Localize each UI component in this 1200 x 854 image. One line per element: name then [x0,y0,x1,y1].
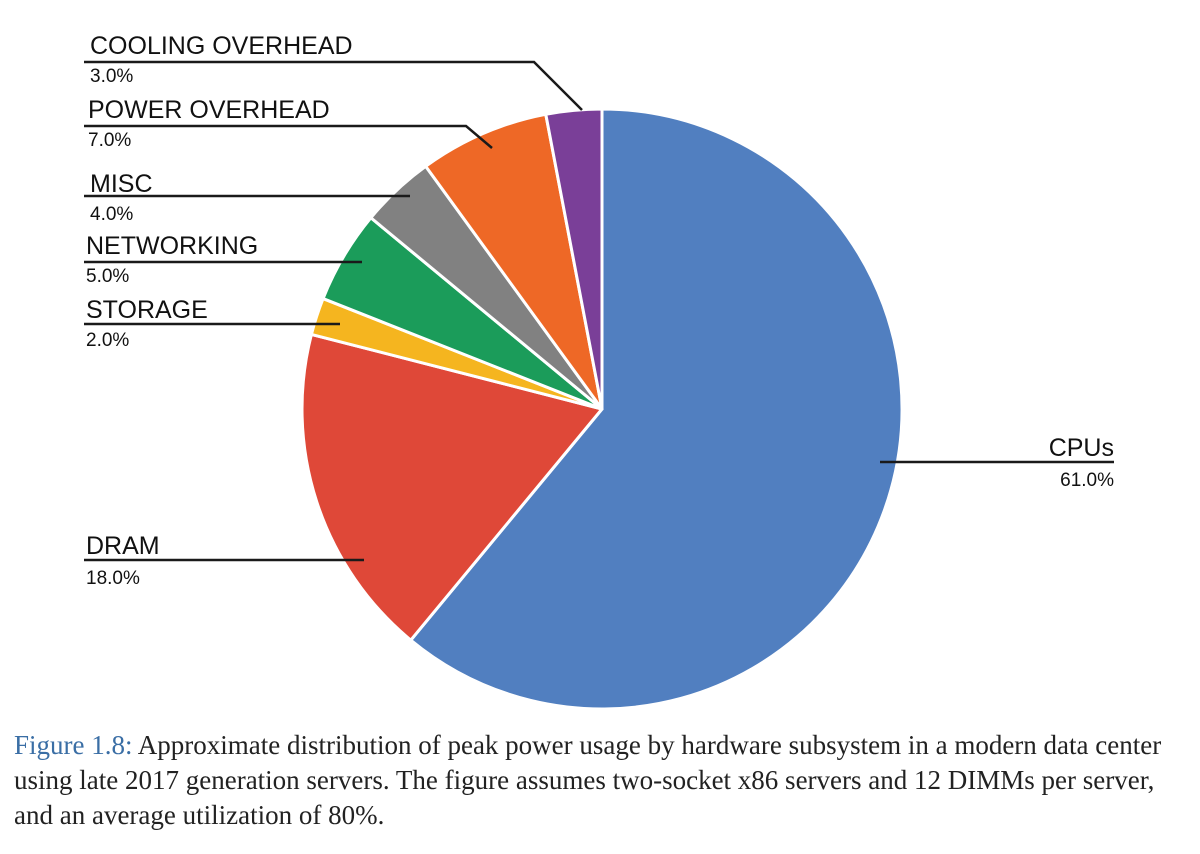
figure-label: Figure 1.8: [14,730,133,760]
caption-text: Approximate distribution of peak power u… [14,730,1162,831]
slice-value-label: 18.0% [86,568,140,589]
pie-slice-cpus [409,107,904,711]
slice-value-label: 5.0% [86,266,129,287]
slice-label: CPUs [1049,434,1114,462]
figure-caption: Figure 1.8: Approximate distribution of … [14,728,1190,833]
pie-slice-power-overhead [424,112,604,411]
callout-line [84,124,493,149]
pie-slices [300,107,904,711]
pie-callouts: CPUs 61.0% DRAM 18.0% STORAGE 2.0% NETWORKING 5… [84,32,1114,589]
slice-label: STORAGE [86,296,208,324]
slice-value-label: 61.0% [1060,470,1114,491]
slice-label: MISC [90,170,153,198]
slice-value-label: 3.0% [90,66,133,87]
pie-slice-dram [300,332,604,642]
pie-slice-cooling-overhead [544,107,604,411]
callout-line [84,60,583,111]
slice-label: POWER OVERHEAD [88,96,330,124]
slice-label: COOLING OVERHEAD [90,32,353,60]
slice-label: DRAM [86,532,160,560]
slice-label: NETWORKING [86,232,258,260]
slice-value-label: 4.0% [90,204,133,225]
slice-value-label: 7.0% [88,130,131,151]
slice-value-label: 2.0% [86,330,129,351]
pie-chart: CPUs 61.0% DRAM 18.0% STORAGE 2.0% NETWORKING 5… [84,32,1114,711]
